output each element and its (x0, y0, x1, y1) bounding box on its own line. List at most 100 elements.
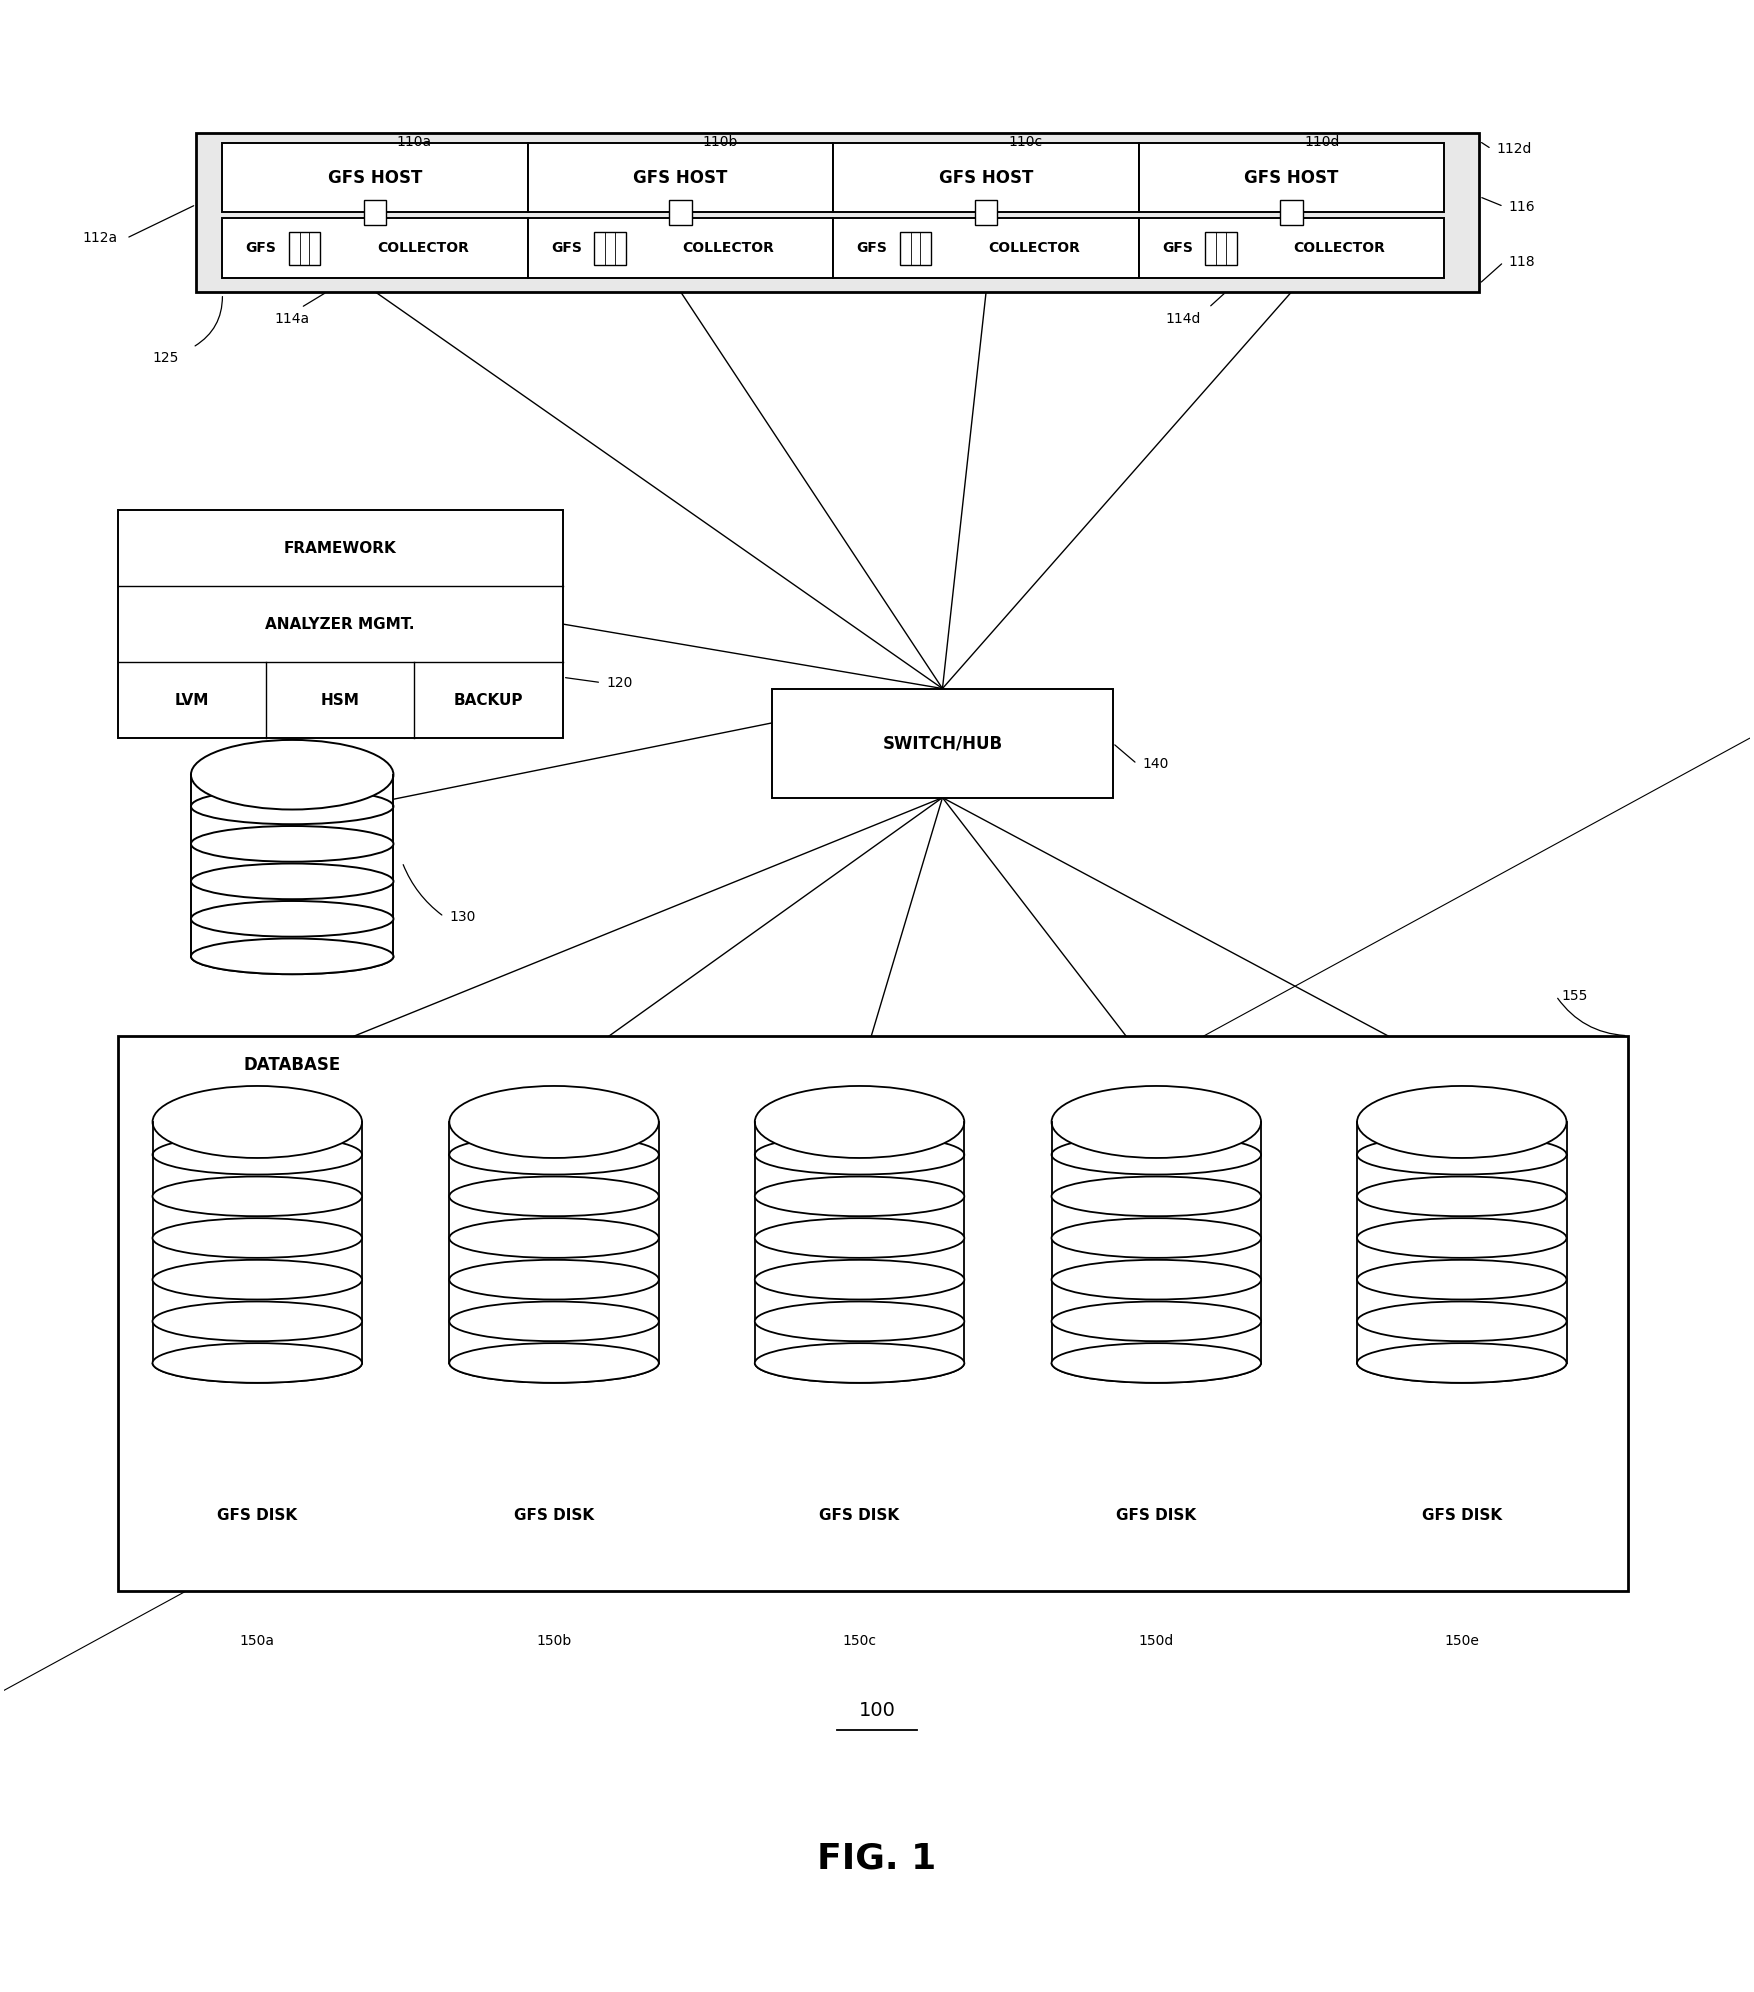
Ellipse shape (191, 863, 393, 898)
Ellipse shape (153, 1135, 361, 1175)
Text: LVM: LVM (175, 693, 209, 707)
Text: GFS: GFS (551, 241, 582, 255)
Bar (975, 199, 998, 225)
Bar (223, 143, 528, 213)
Ellipse shape (1358, 1177, 1566, 1217)
Ellipse shape (191, 739, 393, 809)
Bar (223, 219, 528, 279)
Text: 100: 100 (858, 1701, 896, 1719)
Ellipse shape (153, 1219, 361, 1257)
Ellipse shape (1052, 1135, 1261, 1175)
Ellipse shape (153, 1343, 361, 1382)
Text: GFS DISK: GFS DISK (1422, 1508, 1501, 1524)
Ellipse shape (1052, 1259, 1261, 1299)
Text: 112a: 112a (82, 231, 118, 245)
Text: GFS HOST: GFS HOST (938, 169, 1033, 187)
Text: GFS HOST: GFS HOST (328, 169, 423, 187)
Text: SWITCH/HUB: SWITCH/HUB (882, 735, 1003, 753)
Text: 114a: 114a (275, 311, 310, 325)
Text: 110a: 110a (396, 135, 431, 149)
Text: HSM: HSM (321, 693, 360, 707)
Text: 120: 120 (607, 675, 633, 689)
Ellipse shape (1052, 1301, 1261, 1341)
Ellipse shape (449, 1301, 660, 1341)
Text: GFS DISK: GFS DISK (819, 1508, 900, 1524)
Text: 150e: 150e (1444, 1633, 1479, 1647)
Bar (363, 199, 386, 225)
Bar (1280, 199, 1303, 225)
Bar (772, 689, 1112, 797)
Text: BACKUP: BACKUP (454, 693, 523, 707)
Text: 110d: 110d (1305, 135, 1340, 149)
Ellipse shape (1358, 1135, 1566, 1175)
Text: FIG. 1: FIG. 1 (817, 1843, 937, 1876)
Text: GFS DISK: GFS DISK (1116, 1508, 1196, 1524)
Ellipse shape (754, 1301, 965, 1341)
Bar (670, 199, 693, 225)
Ellipse shape (449, 1177, 660, 1217)
Text: FRAMEWORK: FRAMEWORK (284, 540, 396, 556)
Text: 150c: 150c (842, 1633, 877, 1647)
Ellipse shape (191, 789, 393, 825)
Ellipse shape (1052, 1086, 1261, 1157)
Text: COLLECTOR: COLLECTOR (682, 241, 775, 255)
Ellipse shape (1358, 1086, 1566, 1157)
Bar (196, 133, 1479, 291)
Ellipse shape (153, 1301, 361, 1341)
Ellipse shape (1052, 1343, 1261, 1382)
Text: 125: 125 (153, 351, 179, 365)
Text: 114d: 114d (1165, 311, 1200, 325)
Bar (528, 219, 833, 279)
Bar (289, 231, 321, 265)
Bar (595, 231, 626, 265)
Text: 112d: 112d (1496, 141, 1531, 155)
Bar (1138, 143, 1444, 213)
Ellipse shape (754, 1177, 965, 1217)
Text: GFS HOST: GFS HOST (633, 169, 728, 187)
Ellipse shape (153, 1259, 361, 1299)
Bar (833, 143, 1138, 213)
Bar (1138, 219, 1444, 279)
Ellipse shape (449, 1259, 660, 1299)
Bar (528, 143, 833, 213)
Ellipse shape (754, 1343, 965, 1382)
Text: COLLECTOR: COLLECTOR (1294, 241, 1386, 255)
Text: COLLECTOR: COLLECTOR (377, 241, 468, 255)
Bar (118, 510, 563, 739)
Ellipse shape (1052, 1177, 1261, 1217)
Ellipse shape (754, 1086, 965, 1157)
Bar (118, 1036, 1628, 1592)
Text: 110b: 110b (702, 135, 738, 149)
Ellipse shape (191, 938, 393, 974)
Ellipse shape (1358, 1219, 1566, 1257)
Ellipse shape (153, 1177, 361, 1217)
Ellipse shape (1358, 1301, 1566, 1341)
Ellipse shape (153, 1086, 361, 1157)
Ellipse shape (449, 1135, 660, 1175)
Bar (900, 231, 931, 265)
Ellipse shape (754, 1259, 965, 1299)
Text: GFS: GFS (1161, 241, 1193, 255)
Ellipse shape (449, 1219, 660, 1257)
Ellipse shape (191, 900, 393, 936)
Text: GFS DISK: GFS DISK (514, 1508, 595, 1524)
Bar (833, 219, 1138, 279)
Ellipse shape (754, 1219, 965, 1257)
Text: 155: 155 (1561, 988, 1587, 1004)
Bar (1205, 231, 1237, 265)
Text: 118: 118 (1508, 255, 1535, 269)
Text: GFS DISK: GFS DISK (217, 1508, 298, 1524)
Ellipse shape (449, 1086, 660, 1157)
Ellipse shape (1052, 1219, 1261, 1257)
Text: DATABASE: DATABASE (244, 1056, 340, 1074)
Ellipse shape (1358, 1343, 1566, 1382)
Text: 150a: 150a (240, 1633, 275, 1647)
Text: GFS: GFS (246, 241, 275, 255)
Text: GFS: GFS (856, 241, 888, 255)
Ellipse shape (1358, 1259, 1566, 1299)
Ellipse shape (191, 827, 393, 863)
Text: 116: 116 (1508, 199, 1535, 213)
Text: 150b: 150b (537, 1633, 572, 1647)
Text: 140: 140 (1142, 757, 1168, 771)
Text: ANALYZER MGMT.: ANALYZER MGMT. (265, 618, 416, 631)
